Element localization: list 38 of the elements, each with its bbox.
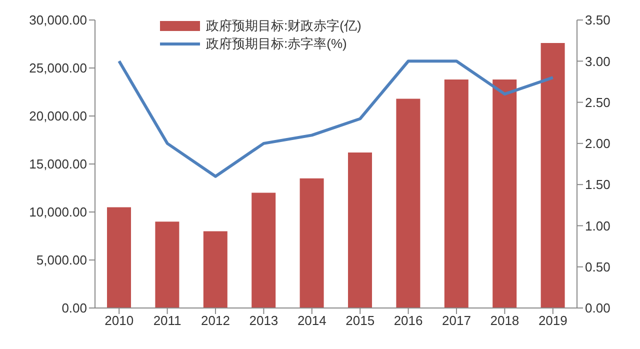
bar [203,231,228,308]
x-tick-label: 2019 [538,313,568,328]
y-tick-label: 20,000.00 [29,108,87,124]
y-tick-label: 0.00 [62,300,87,316]
legend-label: 政府预期目标:财政赤字(亿) [206,18,362,34]
y2-tick-label: 1.50 [585,177,610,192]
bar [300,178,324,308]
y2-tick-label: 2.00 [585,136,610,152]
y-tick-label: 15,000.00 [29,156,87,172]
bar [540,43,565,308]
line-series [118,60,554,178]
y2-tick-label: 0.00 [585,300,610,316]
bar [396,98,420,308]
y-tick-label: 30,000.00 [29,12,87,28]
x-tick-label: 2012 [201,313,230,328]
bar [252,192,276,308]
bar [348,152,372,308]
legend-label: 政府预期目标:赤字率(%) [206,36,348,52]
x-tick-label: 2018 [490,313,520,328]
y2-tick-label: 2.50 [585,94,610,110]
x-tick-label: 2010 [104,313,134,328]
y2-tick-label: 3.50 [585,12,610,28]
bar [492,80,517,308]
y-tick-label: 10,000.00 [29,204,87,220]
x-tick-label: 2014 [297,313,326,328]
y-tick-label: 25,000.00 [29,60,87,76]
x-tick-label: 2016 [394,313,423,328]
y2-tick-label: 0.50 [585,259,610,274]
x-tick-label: 2017 [442,313,471,328]
bar [444,80,468,308]
x-tick-label: 2011 [153,313,182,328]
y2-tick-label: 1.00 [585,218,610,234]
bar [155,222,180,308]
bar [107,207,131,308]
x-tick-label: 2013 [249,313,278,328]
y-tick-label: 5,000.00 [36,252,87,268]
x-tick-label: 2015 [346,313,375,328]
y2-tick-label: 3.00 [585,54,610,69]
